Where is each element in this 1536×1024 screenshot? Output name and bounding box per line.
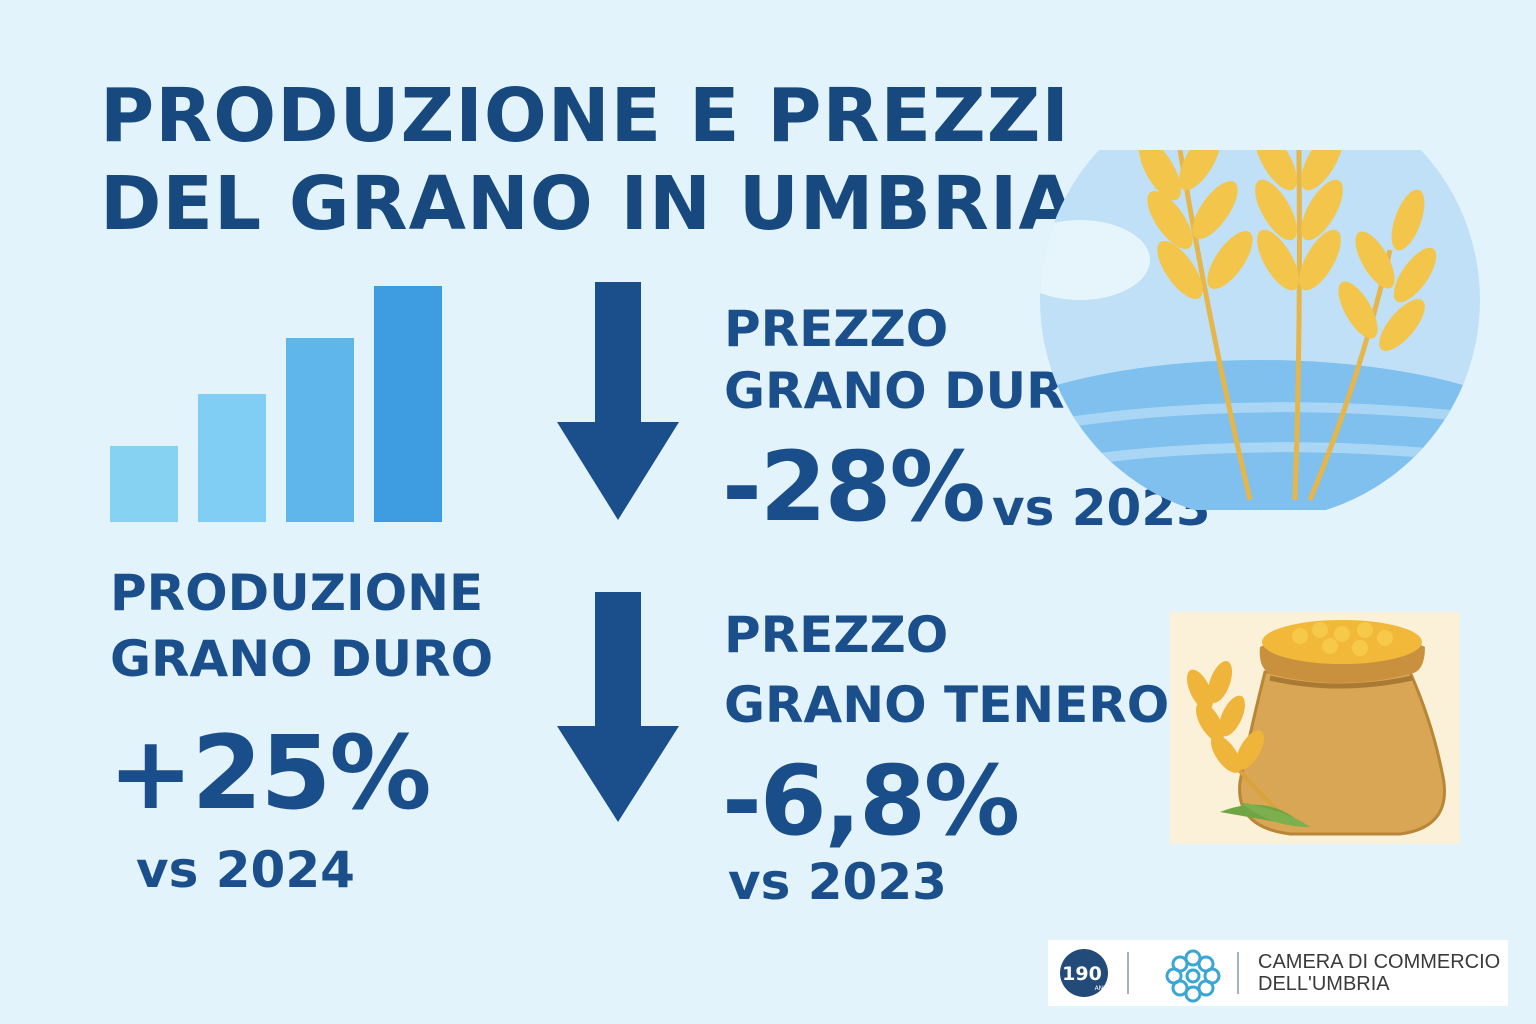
chamber-name: CAMERA DI COMMERCIO DELL'UMBRIA (1258, 951, 1500, 995)
produzione-duro-label: PRODUZIONE GRANO DURO (110, 560, 493, 692)
bar-3 (286, 338, 354, 522)
prezzo-tenero-label-line-1: PREZZO (724, 606, 949, 664)
title-line-1: PRODUZIONE E PREZZI (100, 73, 1070, 159)
bar-2 (198, 394, 266, 522)
chamber-name-line-2: DELL'UMBRIA (1258, 973, 1390, 995)
produzione-duro-label-line-1: PRODUZIONE (110, 564, 484, 622)
anniversary-number: 190 (1062, 963, 1102, 985)
arrow-down-icon (557, 282, 679, 520)
prezzo-tenero-value: -6,8% (722, 745, 1020, 857)
prezzo-tenero-label-line-2: GRANO TENERO (724, 676, 1170, 734)
wheat-field-icon (1040, 150, 1480, 510)
prezzo-duro-label: PREZZO GRANO DURO (724, 298, 1107, 422)
prezzo-tenero-compare: vs 2023 (728, 853, 947, 911)
camera-di-commercio-logo: 190 ANNI CAMERA DI COMMERCIO DELL'UMBRIA (1048, 940, 1508, 1006)
chamber-emblem-icon (1165, 949, 1239, 1003)
bar-chart-icon (108, 280, 448, 522)
prezzo-tenero-label: PREZZO GRANO TENERO (724, 600, 1169, 740)
prezzo-duro-label-line-2: GRANO DURO (724, 362, 1108, 420)
prezzo-duro-value: -28% (722, 431, 986, 543)
anniversary-badge-icon: 190 ANNI (1060, 949, 1129, 997)
bar-1 (110, 446, 178, 522)
bar-4 (374, 286, 442, 522)
grain-sack-icon (1170, 612, 1460, 844)
arrow-down-icon (557, 592, 679, 822)
prezzo-duro-label-line-1: PREZZO (724, 300, 949, 358)
page-title: PRODUZIONE E PREZZI DEL GRANO IN UMBRIA (100, 72, 1077, 248)
produzione-duro-label-line-2: GRANO DURO (110, 630, 494, 688)
produzione-duro-value: +25% (108, 714, 432, 833)
title-line-2: DEL GRANO IN UMBRIA (100, 161, 1077, 247)
chamber-name-line-1: CAMERA DI COMMERCIO (1258, 951, 1501, 973)
anniversary-anni: ANNI (1095, 985, 1110, 992)
produzione-duro-compare: vs 2024 (136, 841, 355, 899)
